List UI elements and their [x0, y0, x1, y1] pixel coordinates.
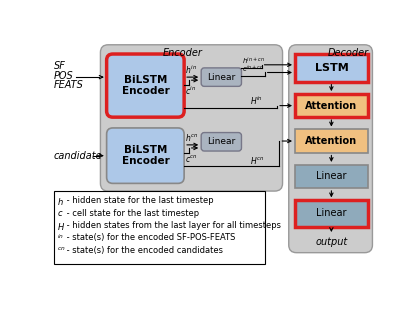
Text: BiLSTM
Encoder: BiLSTM Encoder: [122, 75, 169, 96]
Text: - cell state for the last timestep: - cell state for the last timestep: [64, 209, 199, 218]
Text: - state(s) for the encoded SF-POS-FEATS: - state(s) for the encoded SF-POS-FEATS: [64, 233, 235, 243]
Bar: [295, 129, 368, 153]
Text: $c^{in}$: $c^{in}$: [185, 85, 196, 97]
Text: $h^{cn}$: $h^{cn}$: [185, 132, 199, 143]
Text: $h^{in}$: $h^{in}$: [185, 63, 197, 76]
Text: $c^{cn}$: $c^{cn}$: [185, 153, 197, 163]
FancyBboxPatch shape: [201, 133, 241, 151]
FancyBboxPatch shape: [201, 68, 241, 86]
Text: $H$: $H$: [57, 221, 65, 232]
Text: Linear: Linear: [316, 171, 347, 181]
Text: candidate: candidate: [54, 151, 103, 161]
Text: Attention: Attention: [305, 101, 357, 111]
Text: Linear: Linear: [316, 208, 347, 218]
FancyBboxPatch shape: [289, 45, 372, 253]
Text: FEATS: FEATS: [54, 80, 84, 90]
Text: - hidden state for the last timestep: - hidden state for the last timestep: [64, 197, 214, 205]
Bar: [295, 165, 368, 188]
Text: Linear: Linear: [207, 137, 235, 146]
Text: POS: POS: [54, 70, 74, 81]
FancyBboxPatch shape: [106, 54, 184, 117]
Text: output: output: [315, 237, 347, 247]
FancyBboxPatch shape: [106, 128, 184, 183]
FancyBboxPatch shape: [101, 45, 282, 191]
Text: Decoder: Decoder: [328, 48, 370, 58]
Bar: [295, 200, 368, 226]
Text: $^{in}$: $^{in}$: [57, 233, 64, 243]
Text: BiLSTM
Encoder: BiLSTM Encoder: [122, 145, 169, 167]
Bar: [295, 94, 368, 117]
Text: LSTM: LSTM: [315, 63, 348, 73]
Text: - hidden states from the last layer for all timesteps: - hidden states from the last layer for …: [64, 221, 281, 230]
Text: Attention: Attention: [305, 136, 357, 146]
Text: Encoder: Encoder: [163, 48, 202, 58]
Text: $c$: $c$: [57, 209, 64, 218]
Text: - state(s) for the encoded candidates: - state(s) for the encoded candidates: [64, 246, 223, 255]
Text: $c^{in+cn}$: $c^{in+cn}$: [242, 64, 264, 75]
Text: SF: SF: [54, 61, 66, 71]
Text: $H^{in}$: $H^{in}$: [250, 95, 263, 107]
Text: $H^{cn}$: $H^{cn}$: [250, 155, 264, 166]
Text: Linear: Linear: [207, 73, 235, 82]
Text: $^{cn}$: $^{cn}$: [57, 246, 66, 255]
Bar: [54, 191, 265, 264]
Bar: [295, 54, 368, 82]
Text: $h$: $h$: [57, 197, 64, 207]
Text: $h^{in+cn}$: $h^{in+cn}$: [242, 56, 265, 67]
